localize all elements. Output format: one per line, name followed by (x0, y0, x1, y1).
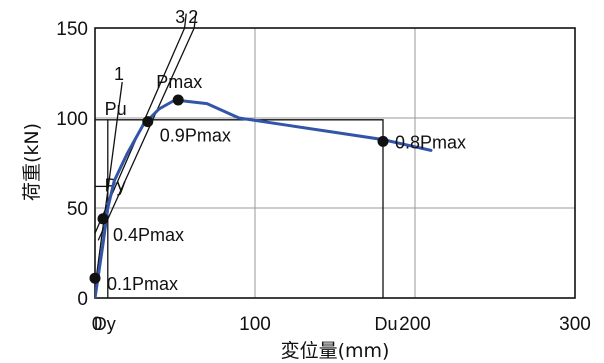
dy-label: Dy (94, 314, 116, 334)
y-axis-title: 荷重(kN) (21, 123, 43, 201)
ray-label-1: 1 (114, 64, 124, 84)
y-tick-label-2: 100 (56, 109, 88, 130)
du-label: Du (374, 314, 397, 334)
series-line-0 (95, 98, 433, 298)
y-tick-label-3: 150 (56, 19, 88, 40)
grid (95, 28, 575, 298)
ray-label-2: 2 (188, 7, 198, 27)
point-marker-4 (377, 135, 389, 147)
ray-label-3: 3 (175, 7, 185, 27)
point-label-3: Pmax (156, 72, 202, 92)
x-tick-label-0: 0 (92, 314, 103, 335)
plot-border (94, 27, 576, 299)
point-marker-1 (97, 213, 109, 225)
stiffness-lines: 1 3 2 (94, 7, 198, 288)
y-tick-label-1: 50 (67, 199, 88, 220)
tick-labels: 0 100 200 300 0 50 100 150 (56, 19, 591, 335)
x-tick-label-2: 200 (399, 314, 431, 335)
pu-label: Pu (105, 99, 127, 119)
ray-line-1 (94, 81, 123, 288)
point-marker-3 (172, 94, 184, 106)
point-marker-0 (89, 272, 101, 284)
load-curve (95, 98, 433, 298)
key-points: 0.1Pmax 0.4Pmax 0.9Pmax Pmax 0.8Pmax (89, 72, 466, 294)
point-label-4: 0.8Pmax (395, 132, 466, 152)
bilinear-envelope (107, 119, 384, 298)
ray-line-2-ext (183, 13, 187, 29)
point-label-0: 0.1Pmax (107, 274, 178, 294)
point-label-1: 0.4Pmax (113, 225, 184, 245)
y-tick-label-0: 0 (77, 289, 88, 310)
point-marker-2 (142, 116, 154, 128)
point-label-2: 0.9Pmax (160, 126, 231, 146)
x-tick-label-3: 300 (559, 314, 591, 335)
ray-line-3-ext (193, 13, 197, 29)
ray-line-3 (97, 27, 195, 241)
x-tick-label-1: 100 (239, 314, 271, 335)
x-axis-title: 変位量(mm) (281, 340, 390, 362)
plot-frame (94, 27, 576, 299)
